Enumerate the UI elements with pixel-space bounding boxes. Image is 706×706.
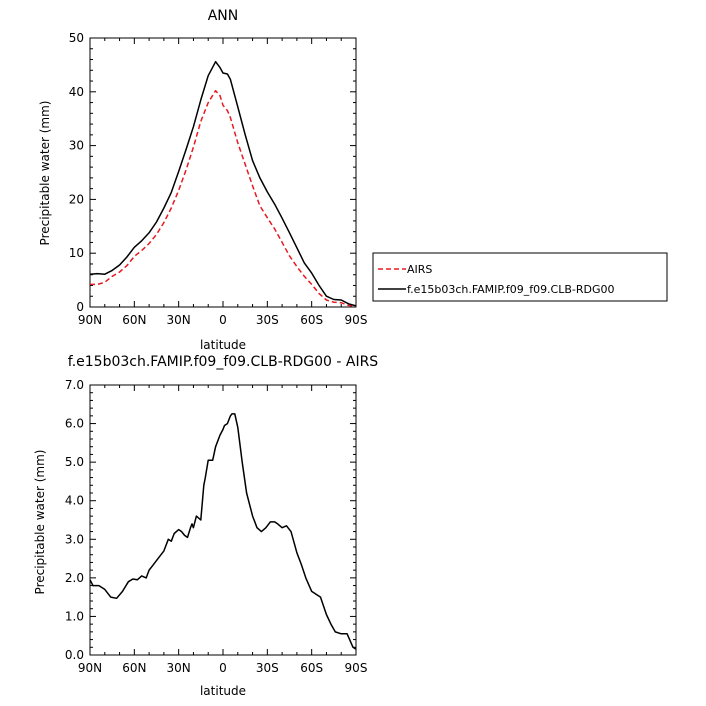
top-ytick-label: 0 xyxy=(76,300,84,314)
bottom-chart-xlabel: latitude xyxy=(200,684,246,698)
bottom-xtick-label: 90S xyxy=(345,661,368,675)
legend-box xyxy=(372,252,668,302)
bottom-series-line-0 xyxy=(89,413,357,650)
bottom-xtick-label: 90N xyxy=(78,661,102,675)
top-xtick-label: 90N xyxy=(78,313,102,327)
bottom-xtick-label: 0 xyxy=(219,661,227,675)
top-ytick-label: 50 xyxy=(69,31,84,45)
top-ytick-label: 30 xyxy=(69,139,84,153)
bottom-ytick-label: 1.0 xyxy=(65,609,84,623)
bottom-ytick-label: 0.0 xyxy=(65,648,84,662)
bottom-plot-frame xyxy=(89,384,357,656)
bottom-xtick-label: 60N xyxy=(122,661,146,675)
legend-model-label: f.e15b03ch.FAMIP.f09_f09.CLB-RDG00 xyxy=(407,283,615,296)
bottom-chart-title: f.e15b03ch.FAMIP.f09_f09.CLB-RDG00 - AIR… xyxy=(68,354,378,370)
top-xtick-label: 90S xyxy=(345,313,368,327)
bottom-xtick-label: 30N xyxy=(167,661,191,675)
top-xtick-label: 0 xyxy=(219,313,227,327)
top-chart-ylabel: Precipitable water (mm) xyxy=(38,101,52,246)
bottom-xtick-label: 30S xyxy=(256,661,279,675)
top-xtick-label: 30N xyxy=(167,313,191,327)
top-ytick-label: 10 xyxy=(69,246,84,260)
top-series-line-0 xyxy=(90,89,357,308)
bottom-ytick-label: 6.0 xyxy=(65,417,84,431)
top-xtick-label: 60N xyxy=(122,313,146,327)
top-ytick-label: 40 xyxy=(69,85,84,99)
bottom-ytick-label: 4.0 xyxy=(65,494,84,508)
bottom-ytick-label: 2.0 xyxy=(65,571,84,585)
top-ytick-label: 20 xyxy=(69,192,84,206)
bottom-ytick-label: 3.0 xyxy=(65,532,84,546)
top-chart-title: ANN xyxy=(208,8,239,24)
top-xtick-label: 60S xyxy=(300,313,323,327)
bottom-xtick-label: 60S xyxy=(300,661,323,675)
top-plot-frame xyxy=(89,37,357,308)
top-chart-xlabel: latitude xyxy=(200,338,246,352)
legend-airs-label: AIRS xyxy=(407,263,432,276)
bottom-ytick-label: 5.0 xyxy=(65,455,84,469)
top-xtick-label: 30S xyxy=(256,313,279,327)
bottom-ytick-label: 7.0 xyxy=(65,378,84,392)
top-series-line-1 xyxy=(89,60,357,307)
bottom-chart-ylabel: Precipitable water (mm) xyxy=(33,450,47,595)
